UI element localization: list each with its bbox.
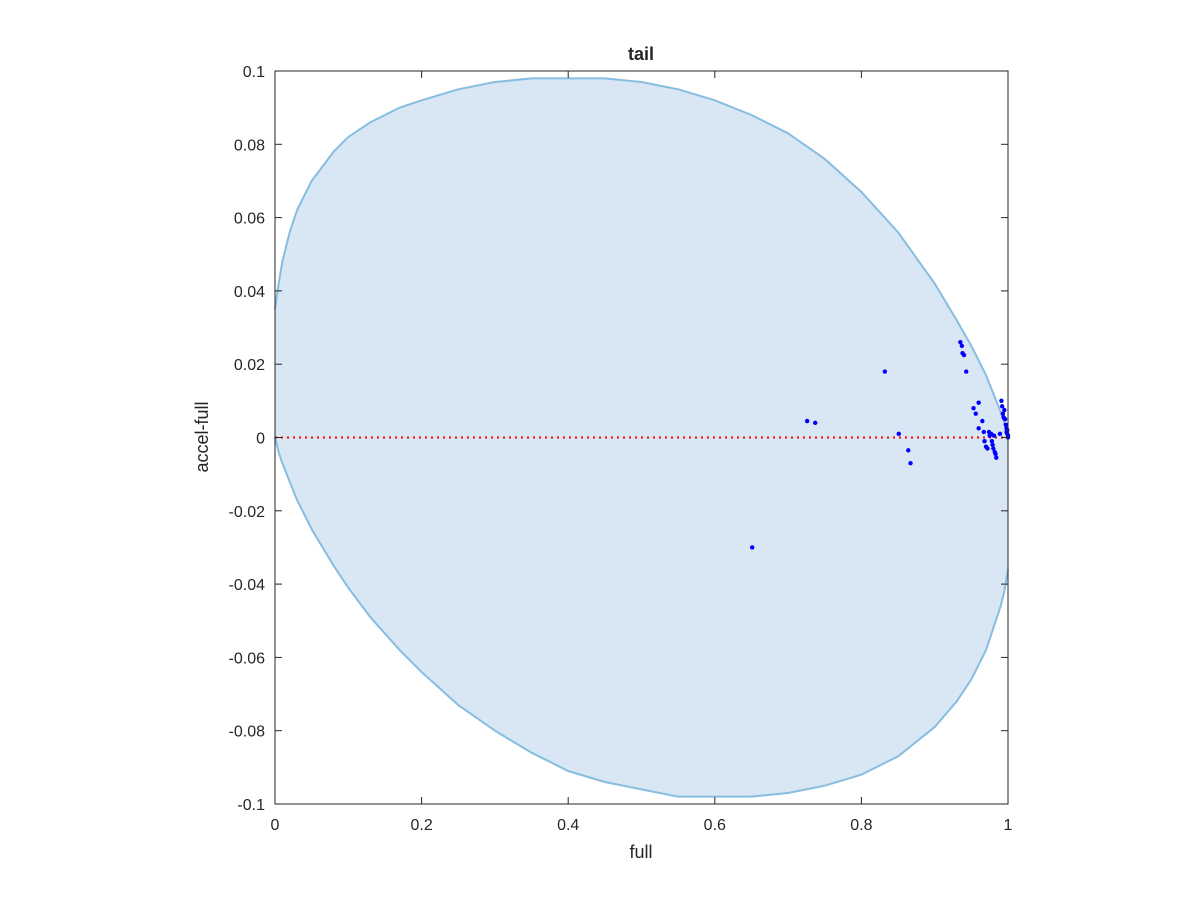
data-point [976,426,981,431]
data-point [958,340,963,345]
y-tick-label: 0 [256,431,265,448]
data-point [896,431,901,437]
data-point [989,438,995,444]
axes-layer [274,70,1009,805]
data-point [908,460,913,466]
data-point [971,405,976,411]
data-point [980,418,985,424]
x-tick-label: 0.4 [557,817,579,834]
region-lower-boundary [274,437,1009,798]
region-upper-boundary [274,77,1009,438]
y-tick-label: 0.06 [234,211,265,228]
data-point [1002,407,1007,413]
x-tick-label: 0 [271,817,280,834]
data-point [882,369,888,374]
data-point [964,369,969,374]
data-point [994,455,999,460]
data-point [997,431,1003,437]
chart-title: tail [628,44,654,64]
data-point [906,448,911,453]
x-axis-label: full [629,842,652,862]
data-point [990,442,995,448]
data-point [804,418,810,424]
data-point [993,451,998,457]
data-point [959,343,965,349]
y-tick-label: -0.04 [229,577,266,594]
data-point [976,400,981,405]
data-point [1003,422,1008,427]
data-point [999,404,1005,409]
y-tick-label: -0.06 [229,650,266,667]
data-point [973,411,978,416]
data-point [985,446,990,451]
data-point [961,352,967,358]
data-point [749,545,755,550]
data-point [1000,411,1006,416]
data-point [813,420,818,426]
data-point [981,429,987,435]
data-point [999,398,1004,404]
data-point [1002,416,1008,422]
x-tick-label: 1 [1004,817,1013,834]
data-point [982,438,987,444]
y-tick-label: 0.08 [234,137,265,154]
data-point [991,433,997,438]
y-tick-label: 0.04 [234,284,265,301]
data-point [991,446,996,451]
y-tick-label: 0.1 [243,64,265,81]
data-points-layer [749,340,1011,550]
y-tick-label: -0.08 [229,724,266,741]
y-tick-label: -0.02 [229,504,266,521]
x-tick-label: 0.8 [850,817,872,834]
y-tick-label: 0.02 [234,357,265,374]
y-tick-label: -0.1 [237,797,265,814]
tick-labels-layer: 0 0.2 0.4 0.6 0.8 1 0.1 0.08 0.06 0.04 0.02 0 -0.02 -… [229,64,1013,834]
y-axis-label: accel-full [192,401,212,472]
x-tick-label: 0.2 [410,817,432,834]
x-tick-label: 0.6 [704,817,726,834]
